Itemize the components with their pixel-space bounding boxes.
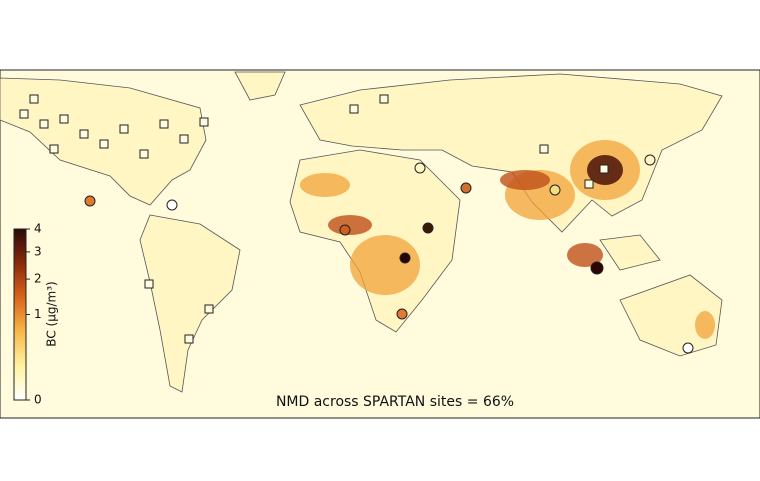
annotation: NMD across SPARTAN sites = 66%	[276, 394, 514, 410]
colorbar-tick-label: 2	[34, 272, 42, 286]
colorbar-label: BC (μg/m³)	[45, 281, 59, 346]
site-markers	[19, 94, 694, 354]
colorbar-tick-label: 3	[34, 244, 42, 258]
colorbar	[13, 228, 27, 401]
colorbar-tick-label: 1	[34, 307, 42, 321]
colorbar-tick-label: 0	[34, 393, 42, 407]
colorbar-tick-label: 4	[34, 222, 42, 236]
